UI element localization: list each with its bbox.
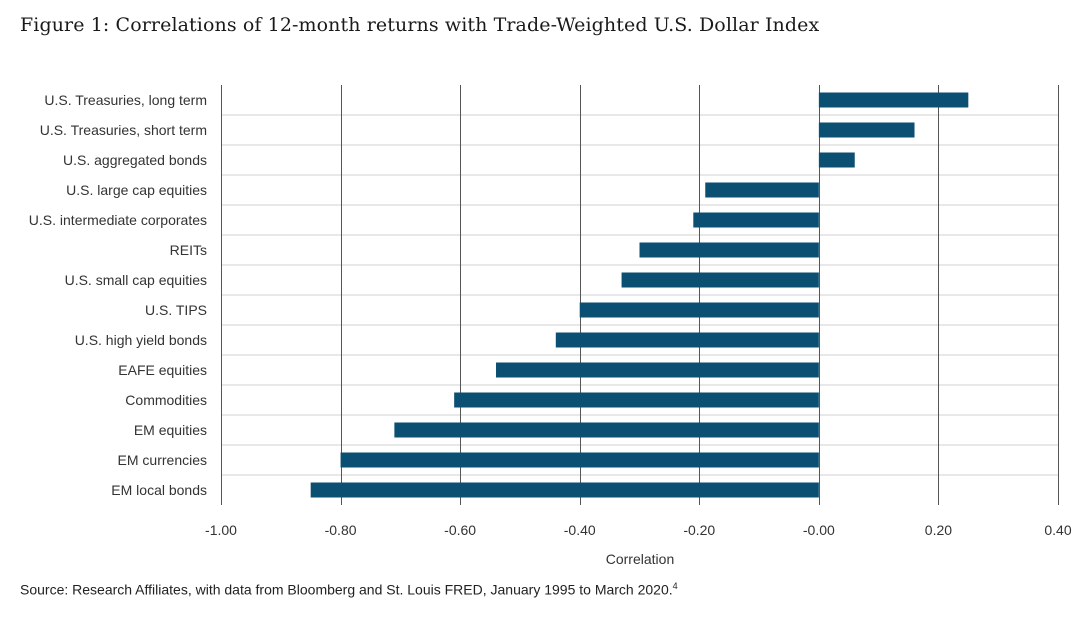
- category-label: EAFE equities: [118, 362, 207, 378]
- bar: [555, 332, 819, 348]
- category-label: EM local bonds: [111, 482, 207, 498]
- bar: [818, 122, 915, 138]
- category-label: REITs: [170, 242, 207, 258]
- category-label: U.S. aggregated bonds: [63, 152, 207, 168]
- bar: [818, 92, 969, 108]
- x-tick-label: 0.20: [925, 522, 952, 538]
- bar: [621, 272, 819, 288]
- x-tick-label: -0.60: [444, 522, 476, 538]
- category-label: EM equities: [134, 422, 207, 438]
- category-label: U.S. Treasuries, long term: [44, 92, 207, 108]
- category-label: U.S. intermediate corporates: [29, 212, 207, 228]
- category-label: Commodities: [125, 392, 207, 408]
- bar: [496, 362, 819, 378]
- x-tick-label: -1.00: [205, 522, 237, 538]
- source-text: Source: Research Affiliates, with data f…: [20, 581, 673, 598]
- category-label: U.S. TIPS: [145, 302, 207, 318]
- source-note: Source: Research Affiliates, with data f…: [20, 581, 678, 598]
- grid-layer: [221, 85, 1059, 505]
- bar: [310, 482, 819, 498]
- bar: [340, 452, 819, 468]
- bar: [705, 182, 819, 198]
- bar: [579, 302, 819, 318]
- bars-layer: [310, 92, 969, 498]
- x-tick-label: -0.40: [564, 522, 596, 538]
- category-label: U.S. Treasuries, short term: [40, 122, 207, 138]
- bar: [693, 212, 819, 228]
- category-label: U.S. large cap equities: [66, 182, 207, 198]
- bar: [639, 242, 819, 258]
- x-tick-label: -0.80: [325, 522, 357, 538]
- x-axis-tick-labels: -1.00 -0.80 -0.60 -0.40 -0.20 -0.00 0.20 0.40: [205, 522, 1072, 538]
- category-label: U.S. high yield bonds: [75, 332, 207, 348]
- bar: [818, 152, 855, 168]
- footnote-mark: 4: [672, 581, 678, 591]
- bar: [454, 392, 819, 408]
- x-tick-label: -0.00: [803, 522, 835, 538]
- category-labels: U.S. Treasuries, long term U.S. Treasurie…: [29, 92, 207, 498]
- x-tick-label: -0.20: [683, 522, 715, 538]
- bar: [394, 422, 819, 438]
- x-tick-label: 0.40: [1044, 522, 1071, 538]
- chart-title: Figure 1: Correlations of 12-month retur…: [20, 14, 820, 36]
- category-label: EM currencies: [118, 452, 207, 468]
- x-axis-title: Correlation: [606, 551, 674, 567]
- category-label: U.S. small cap equities: [65, 272, 207, 288]
